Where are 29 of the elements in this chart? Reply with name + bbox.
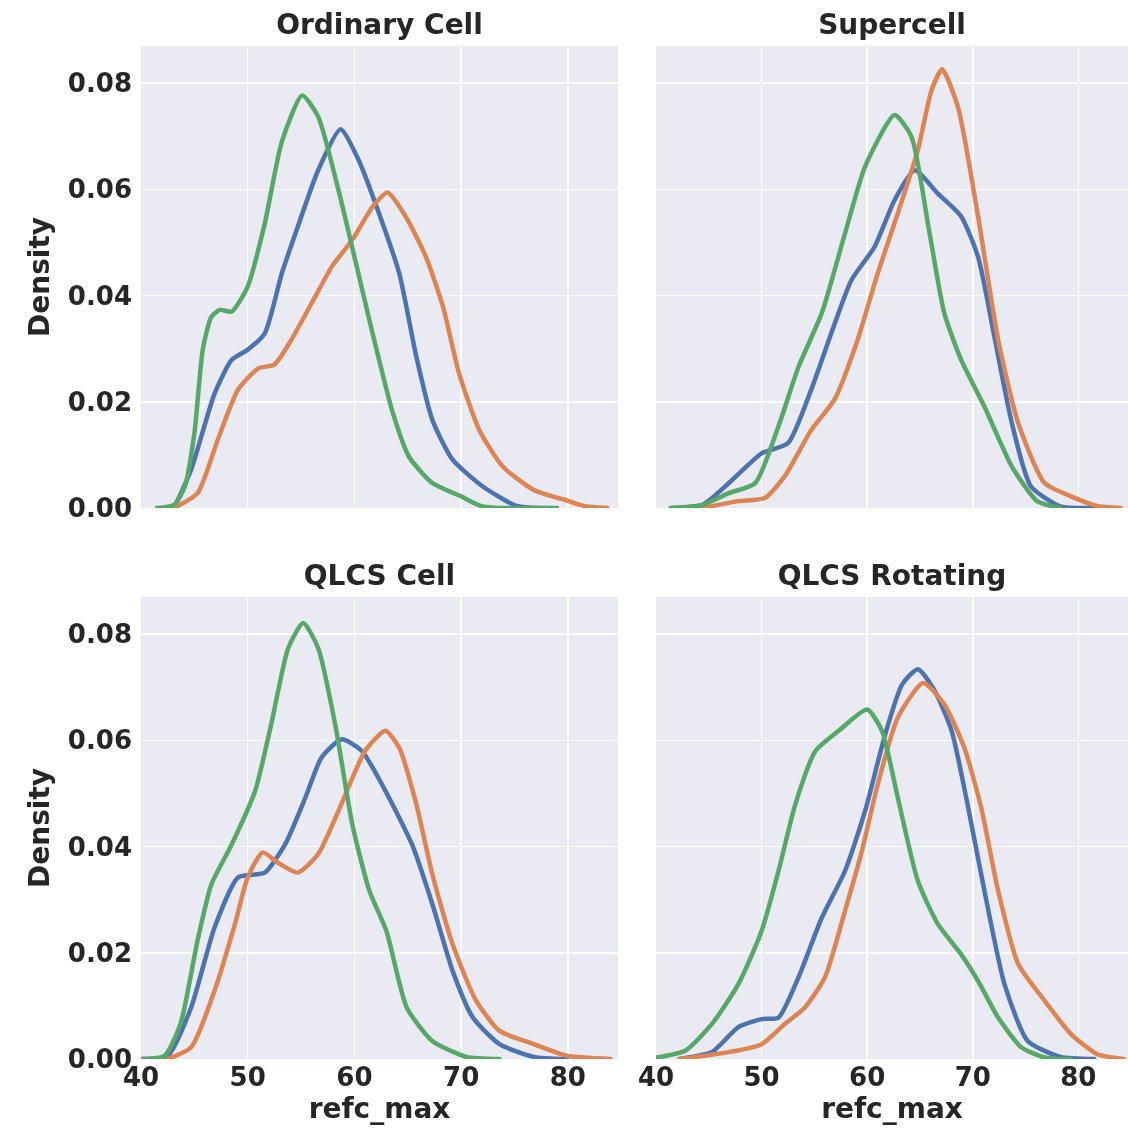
y-tick-label: 0.02: [67, 386, 132, 417]
line-series: [141, 620, 502, 1059]
y-tick-label: 0.08: [67, 68, 132, 99]
x-tick-label: 80: [549, 1062, 586, 1092]
y-tick-label: 0.06: [67, 174, 132, 205]
y-tick-label: 0.00: [67, 493, 132, 524]
y-tick-label: 0.06: [67, 725, 132, 756]
x-tick-label: 60: [849, 1062, 886, 1092]
x-axis-title: refc_max: [308, 1092, 451, 1125]
x-axis-title: refc_max: [821, 1092, 963, 1125]
chart-title: Ordinary Cell: [276, 7, 483, 41]
line-series: [165, 728, 613, 1059]
y-axis-title: Density: [22, 216, 56, 338]
chart-title: Supercell: [818, 7, 966, 41]
line-series: [171, 190, 610, 508]
chart-title: QLCS Rotating: [777, 558, 1007, 592]
x-tick-label: 50: [743, 1062, 780, 1092]
chart-title: QLCS Cell: [303, 558, 456, 592]
x-tick-label: 60: [336, 1062, 373, 1092]
x-tick-label: 70: [443, 1062, 480, 1092]
x-tick-label: 40: [637, 1062, 675, 1092]
x-tick-label: 70: [954, 1062, 991, 1092]
y-axis-title: Density: [22, 767, 56, 889]
y-tick-label: 0.02: [67, 937, 132, 968]
x-tick-label: 50: [229, 1062, 266, 1092]
y-tick-label: 0.08: [67, 619, 132, 650]
y-tick-label: 0.04: [67, 280, 132, 311]
y-tick-label: 0.04: [67, 831, 132, 862]
x-tick-label: 80: [1060, 1062, 1097, 1092]
